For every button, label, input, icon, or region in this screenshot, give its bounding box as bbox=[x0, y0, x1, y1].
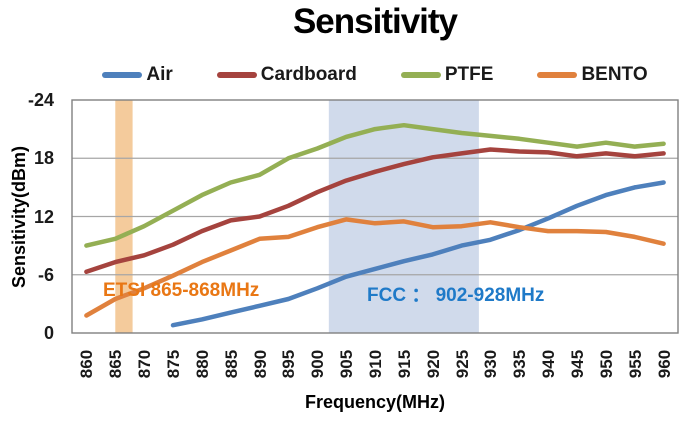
annotation-fcc-band-label: FCC ： 902-928MHz bbox=[367, 285, 545, 306]
x-axis-title: Frequency(MHz) bbox=[304, 392, 445, 412]
legend: Air Cardboard PTFE BENTO bbox=[72, 62, 678, 88]
series-line-cardboard bbox=[84, 147, 666, 275]
x-tick-label: 930 bbox=[481, 349, 501, 379]
y-tick-label: -6 bbox=[37, 264, 54, 285]
legend-swatch-air bbox=[102, 72, 143, 78]
x-tick-label: 865 bbox=[106, 349, 126, 379]
legend-item-cardboard: Cardboard bbox=[216, 64, 357, 86]
x-tick-label: 885 bbox=[221, 349, 241, 379]
plot-border bbox=[71, 99, 679, 334]
y-axis-title: Sensitivity(dBm) bbox=[9, 145, 29, 289]
y-tick-label: -24 bbox=[27, 90, 54, 110]
x-tick-label: 940 bbox=[539, 349, 559, 379]
series-line-ptfe bbox=[84, 122, 666, 248]
x-tick-label: 905 bbox=[337, 349, 357, 379]
x-tick-label: 870 bbox=[135, 349, 155, 379]
legend-item-ptfe: PTFE bbox=[400, 64, 494, 86]
legend-label: Air bbox=[146, 64, 173, 85]
x-tick-label: 880 bbox=[192, 349, 212, 379]
legend-label: BENTO bbox=[581, 64, 648, 85]
x-tick-label: 915 bbox=[394, 349, 414, 379]
chart-title: Sensitivity bbox=[292, 2, 458, 41]
x-tick-label: 900 bbox=[308, 349, 328, 379]
legend-item-air: Air bbox=[102, 64, 173, 86]
x-tick-label: 945 bbox=[568, 349, 587, 379]
legend-swatch-ptfe bbox=[400, 72, 441, 78]
y-tick-label: 18 bbox=[33, 148, 54, 169]
legend-label: PTFE bbox=[444, 64, 494, 85]
x-tick-label: 935 bbox=[510, 349, 530, 379]
x-tick-label: 910 bbox=[366, 349, 385, 379]
legend-label: Cardboard bbox=[260, 64, 357, 85]
x-tick-label: 860 bbox=[77, 349, 97, 379]
series-line-bento bbox=[84, 217, 666, 318]
x-tick-label: 920 bbox=[423, 349, 443, 379]
x-tick-label: 875 bbox=[164, 349, 183, 379]
x-tick-label: 925 bbox=[452, 349, 472, 379]
series-line-air bbox=[170, 180, 666, 328]
y-tick-label: 0 bbox=[43, 323, 54, 343]
x-tick-label: 950 bbox=[596, 349, 616, 379]
legend-swatch-cardboard bbox=[216, 72, 257, 78]
x-tick-label: 960 bbox=[654, 349, 674, 379]
x-tick-label: 890 bbox=[250, 349, 270, 379]
x-tick-label: 895 bbox=[279, 349, 299, 379]
y-tick-label: 12 bbox=[33, 206, 54, 227]
legend-swatch-bento bbox=[537, 72, 578, 78]
annotation-etsi-band-label: ETSI 865-868MHz bbox=[103, 280, 260, 301]
legend-item-bento: BENTO bbox=[537, 64, 648, 86]
x-tick-label: 955 bbox=[625, 349, 645, 379]
